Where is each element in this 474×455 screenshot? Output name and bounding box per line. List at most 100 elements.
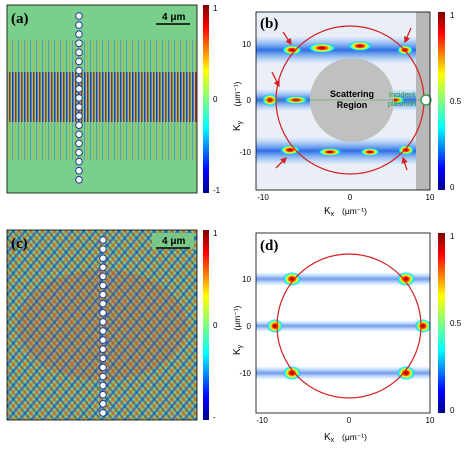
scatterer-dot xyxy=(75,139,83,148)
panel-b-xtick: 10 xyxy=(426,193,435,202)
panel-b-incident-label: Incident xyxy=(389,90,416,99)
scatterer-dot xyxy=(99,299,107,308)
scatterer-dot xyxy=(99,390,107,399)
scatterer-dot xyxy=(99,245,107,253)
panel-c-scale-label: 4 μm xyxy=(162,236,185,247)
scatterer-dot xyxy=(75,30,83,39)
scatterer-dot xyxy=(99,336,107,344)
panel-b-label: (b) xyxy=(260,16,278,32)
svg-text:Ky: Ky xyxy=(232,344,244,355)
panel-d-xlabel: Kx (μm⁻¹) xyxy=(324,432,367,444)
scatterer-dot xyxy=(99,381,107,390)
panel-c-cbar-tick: - xyxy=(213,413,216,422)
scatterer-dot xyxy=(75,12,83,20)
panel-b-incident-label: plasmon xyxy=(388,99,416,108)
svg-text:Kx: Kx xyxy=(324,432,335,444)
panel-b-xlabel: Kx (μm⁻¹) xyxy=(324,206,367,218)
scatterer-dot xyxy=(99,254,107,263)
scatterer-dot xyxy=(99,327,107,335)
scatterer-dot xyxy=(75,21,83,29)
panel-d-xtick: 0 xyxy=(347,416,352,425)
scatterer-dot xyxy=(75,148,83,157)
panel-d-ytick: -10 xyxy=(239,369,251,378)
scatterer-dot xyxy=(99,290,107,299)
panel-d: (d) 1 0.5 0 10 0 -10 -10 0 10 Ky (μm⁻¹) … xyxy=(232,232,462,444)
panel-d-ytick: 10 xyxy=(242,275,251,284)
intensity-spot xyxy=(283,366,301,380)
scatterer-dot xyxy=(99,236,107,244)
panel-b-xtick: 0 xyxy=(348,193,353,202)
scatterer-dot xyxy=(75,66,83,75)
panel-d-band-mid xyxy=(256,320,430,332)
scatterer-dot xyxy=(99,263,107,272)
scatterer-dot xyxy=(75,94,83,102)
panel-b-cbar-tick: 0 xyxy=(450,183,455,192)
panel-a-cbar-tick: -1 xyxy=(213,186,221,195)
intensity-spot xyxy=(415,319,430,333)
panel-d-cbar-tick: 0 xyxy=(450,406,455,415)
panel-d-cbar-tick: 1 xyxy=(450,232,455,241)
panel-a-scatterer-column xyxy=(75,12,83,184)
panel-a-cbar-tick: 0 xyxy=(213,95,218,104)
svg-text:Ky: Ky xyxy=(232,120,244,131)
arrow xyxy=(282,31,292,46)
panel-a-scale-label: 4 μm xyxy=(162,12,185,23)
intensity-spot xyxy=(348,41,372,51)
panel-d-xtick: 10 xyxy=(426,416,435,425)
scatterer-dot xyxy=(99,272,107,281)
scatterer-dot xyxy=(75,75,83,84)
scatterer-dot xyxy=(75,130,83,139)
scatterer-dot xyxy=(75,112,83,120)
panel-b-band-top xyxy=(256,36,416,64)
scatterer-dot xyxy=(99,309,107,317)
panel-b-region-label: Region xyxy=(337,100,368,110)
arrow xyxy=(271,71,280,88)
intensity-spot xyxy=(318,148,342,156)
scatterer-dot xyxy=(75,166,83,175)
panel-a: (a) 4 μm 1 0 -1 xyxy=(6,4,221,195)
scatterer-dot xyxy=(75,39,83,48)
panel-c-colorbar xyxy=(203,230,209,420)
panel-c: (c) 4 μm 1 0 - xyxy=(6,229,218,422)
scatterer-dot xyxy=(75,157,83,166)
intensity-spot xyxy=(397,272,415,286)
panel-b-arrows xyxy=(271,27,412,171)
panel-d-ytick: 0 xyxy=(247,322,252,331)
scatterer-dot xyxy=(75,176,83,184)
svg-text:(μm⁻¹): (μm⁻¹) xyxy=(342,206,367,216)
intensity-spot xyxy=(308,43,336,53)
arrow xyxy=(275,157,287,169)
panel-b-cbar-tick: 0.5 xyxy=(450,97,462,106)
scatterer-dot xyxy=(75,57,83,66)
panel-d-ylabel: Ky (μm⁻¹) xyxy=(232,305,244,355)
scatterer-dot xyxy=(75,121,83,129)
arrow xyxy=(404,27,412,44)
svg-text:(μm⁻¹): (μm⁻¹) xyxy=(232,81,242,106)
panel-b-ytick: 0 xyxy=(247,96,252,105)
intensity-spot xyxy=(267,319,283,333)
panel-c-cbar-tick: 1 xyxy=(213,229,218,238)
scatterer-dot xyxy=(99,400,107,408)
svg-text:(μm⁻¹): (μm⁻¹) xyxy=(232,305,242,330)
intensity-spot xyxy=(280,145,300,155)
scatterer-dot xyxy=(99,354,107,363)
scatterer-dot xyxy=(99,345,107,354)
panel-b-ytick: -10 xyxy=(239,148,251,157)
panel-a-cbar-tick: 1 xyxy=(213,4,218,13)
panel-a-colorbar xyxy=(203,5,209,193)
scatterer-dot xyxy=(99,372,107,381)
scatterer-dot xyxy=(99,281,107,290)
panel-b-incident-marker xyxy=(420,94,432,106)
panel-b-cbar-tick: 1 xyxy=(450,11,455,20)
panel-d-xtick: -10 xyxy=(256,416,268,425)
panel-a-label: (a) xyxy=(11,11,29,27)
panel-c-scatterer-column xyxy=(99,236,107,417)
scatterer-dot xyxy=(99,318,107,326)
panel-c-cbar-tick: 0 xyxy=(213,321,218,330)
panel-d-label: (d) xyxy=(260,238,278,254)
panel-b-region-label: Scattering xyxy=(330,89,374,99)
intensity-spot xyxy=(283,272,301,286)
panel-d-iso-frequency-circle xyxy=(276,253,422,399)
scatterer-dot xyxy=(99,363,107,372)
